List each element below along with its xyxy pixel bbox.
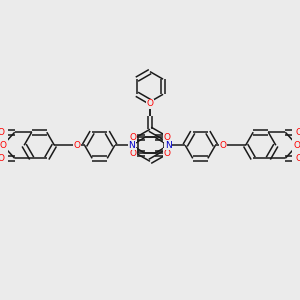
Text: O: O	[129, 133, 136, 142]
Text: O: O	[220, 141, 226, 150]
Text: O: O	[74, 141, 80, 150]
Text: N: N	[165, 141, 172, 150]
Text: O: O	[0, 141, 6, 150]
Text: O: O	[0, 154, 5, 163]
Text: O: O	[295, 154, 300, 163]
Text: O: O	[294, 141, 300, 150]
Text: O: O	[146, 99, 154, 108]
Text: O: O	[295, 128, 300, 137]
Text: O: O	[129, 149, 136, 158]
Text: O: O	[0, 128, 5, 137]
Text: O: O	[164, 133, 171, 142]
Text: O: O	[164, 149, 171, 158]
Text: N: N	[128, 141, 135, 150]
